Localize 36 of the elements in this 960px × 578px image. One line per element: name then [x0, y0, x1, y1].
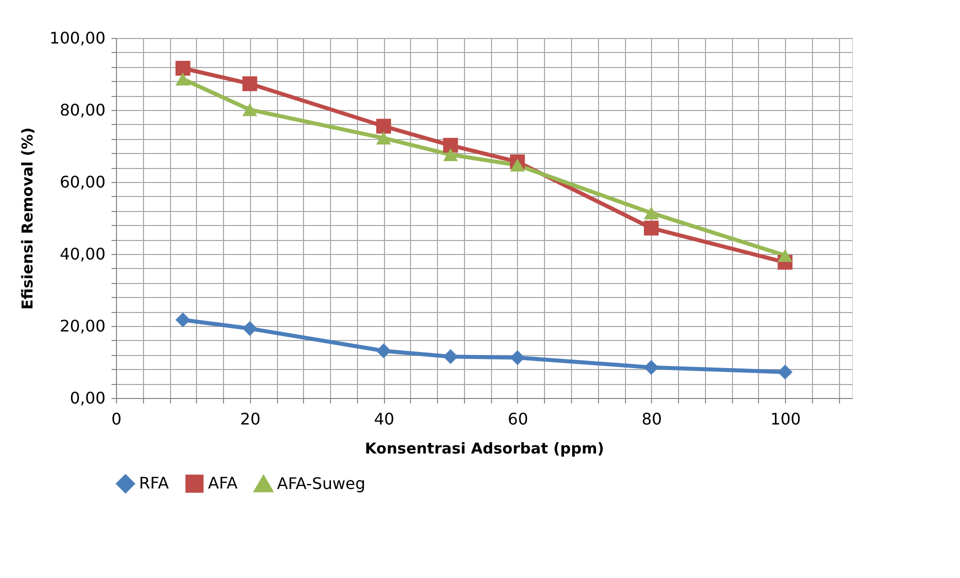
x-tick-label: 80 — [642, 410, 662, 428]
y-tick-label: 100,00 — [50, 28, 106, 48]
x-tick-label: 0 — [111, 410, 122, 428]
point — [510, 158, 525, 172]
point — [443, 138, 458, 153]
point — [644, 206, 659, 220]
point — [175, 72, 190, 86]
point — [376, 343, 392, 358]
point — [510, 350, 525, 366]
legend-label: AFA — [208, 474, 238, 493]
point — [376, 118, 392, 134]
point — [242, 321, 258, 336]
x-tick-label: 40 — [374, 410, 394, 428]
legend-label: RFA — [139, 474, 169, 493]
point — [443, 148, 458, 162]
point — [644, 220, 659, 236]
x-tick-label: 60 — [508, 410, 528, 428]
x-tick-label: 20 — [240, 410, 260, 428]
y-axis-title: Efisiensi Removal (%) — [18, 127, 37, 310]
legend-label: AFA-Suweg — [277, 474, 366, 494]
y-tick-label: 80,00 — [60, 100, 106, 120]
point — [242, 103, 258, 116]
y-tick-label: 0,00 — [70, 388, 106, 408]
point — [376, 132, 392, 145]
point — [778, 364, 793, 380]
y-tick-label: 20,00 — [60, 316, 106, 336]
x-tick-label: 100 — [770, 410, 801, 428]
point — [644, 360, 659, 375]
y-tick-label: 40,00 — [60, 244, 106, 264]
point — [242, 76, 258, 92]
point — [175, 60, 190, 76]
y-tick-label: 60,00 — [60, 172, 106, 192]
x-axis-title: Konsentrasi Adsorbat (ppm) — [364, 440, 604, 458]
point — [175, 312, 190, 328]
point — [778, 249, 793, 262]
point — [443, 349, 458, 364]
